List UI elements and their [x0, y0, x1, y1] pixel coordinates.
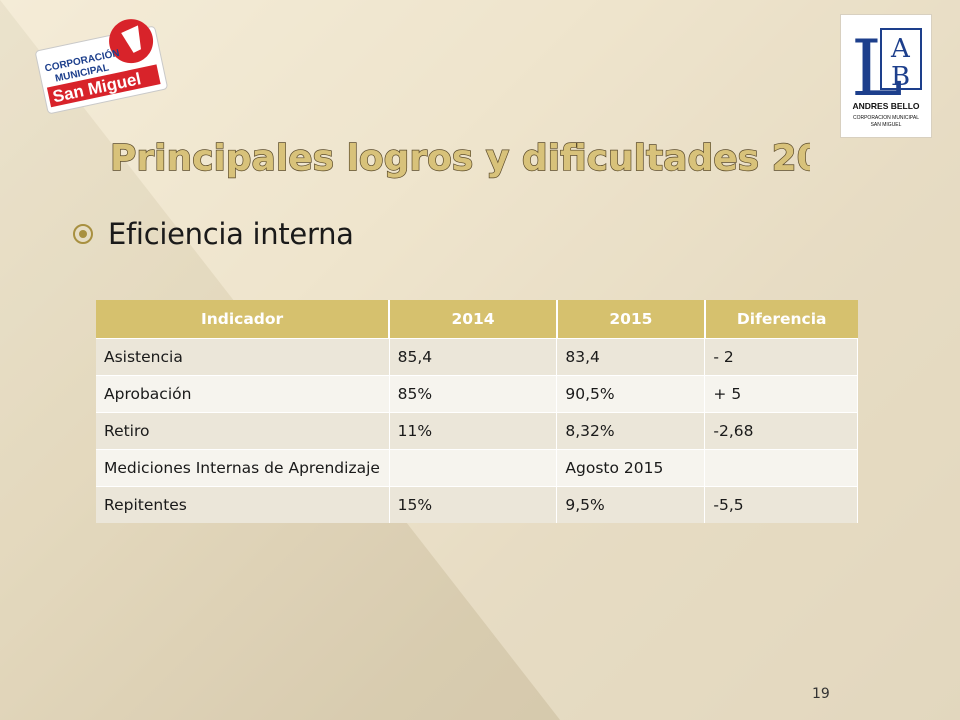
table-cell: Retiro — [96, 412, 390, 450]
circle-target-bullet-icon — [73, 224, 93, 244]
table-cell: Asistencia — [96, 338, 390, 376]
table-cell: Agosto 2015 — [556, 449, 706, 487]
table-cell: 11% — [389, 412, 558, 450]
bullet-item: Eficiencia interna — [72, 212, 354, 256]
header-indicador: Indicador — [96, 300, 391, 339]
table-cell: Mediciones Internas de Aprendizaje — [96, 449, 390, 487]
table-row: Retiro 11% 8,32% -2,68 — [96, 412, 858, 450]
table-cell: Aprobación — [96, 375, 390, 413]
logo-right-name: ANDRES BELLO — [852, 101, 919, 111]
table-row: Aprobación 85% 90,5% + 5 — [96, 375, 858, 413]
logo-right-sub1: CORPORACION MUNICIPAL — [853, 115, 919, 121]
table-cell: 15% — [389, 486, 558, 523]
table-cell — [389, 449, 558, 487]
bullet-text: Eficiencia interna — [108, 217, 354, 251]
table-cell: Repitentes — [96, 486, 390, 523]
table-cell: 90,5% — [556, 375, 706, 413]
slide-title-graphic: Principales logros y dificultades 2015 — [110, 137, 810, 179]
logo-letter-a: A — [890, 34, 911, 64]
table-cell: 85,4 — [389, 338, 558, 376]
logo-right-sub2: SAN MIGUEL — [871, 122, 902, 128]
logo-letter-b: B — [891, 62, 910, 92]
table-cell: - 2 — [704, 338, 858, 376]
header-2014: 2014 — [389, 300, 558, 339]
slide-title: Principales logros y dificultades 2015 — [110, 138, 810, 179]
page-number: 19 — [812, 686, 830, 702]
table-cell: 85% — [389, 375, 558, 413]
table-row: Asistencia 85,4 83,4 - 2 — [96, 338, 858, 376]
andres-bello-logo: L A B ANDRES BELLO CORPORACION MUNICIPAL… — [840, 14, 932, 138]
indicators-table: Indicador 2014 2015 Diferencia Asistenci… — [96, 300, 858, 523]
header-diferencia: Diferencia — [704, 300, 858, 339]
table-row: Repitentes 15% 9,5% -5,5 — [96, 486, 858, 523]
table-cell: -2,68 — [704, 412, 858, 450]
table-header-row: Indicador 2014 2015 Diferencia — [96, 300, 858, 339]
table-cell — [704, 449, 858, 487]
header-2015: 2015 — [556, 300, 706, 339]
table-cell: -5,5 — [704, 486, 858, 523]
table-cell: 9,5% — [556, 486, 706, 523]
corporacion-san-miguel-logo: CORPORACIÓN MUNICIPAL San Miguel — [35, 19, 168, 114]
table-cell: + 5 — [704, 375, 858, 413]
table-cell: 8,32% — [556, 412, 706, 450]
table-row: Mediciones Internas de Aprendizaje Agost… — [96, 449, 858, 487]
logo-letter-l: L — [851, 24, 903, 114]
table-cell: 83,4 — [556, 338, 706, 376]
